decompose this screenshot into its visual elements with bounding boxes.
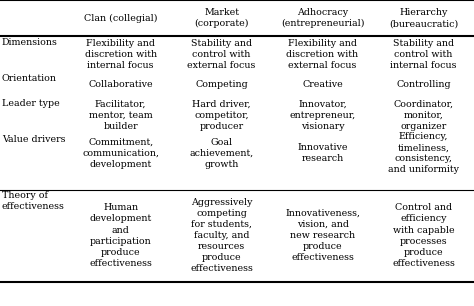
- Text: Commitment,
communication,
development: Commitment, communication, development: [82, 138, 159, 169]
- Text: Leader type: Leader type: [2, 99, 60, 108]
- Text: Adhocracy
(entrepreneurial): Adhocracy (entrepreneurial): [281, 8, 365, 28]
- Text: Dimensions: Dimensions: [2, 38, 58, 47]
- Text: Theory of
effectiveness: Theory of effectiveness: [2, 191, 65, 211]
- Text: Hierarchy
(bureaucratic): Hierarchy (bureaucratic): [389, 8, 458, 28]
- Text: Efficiency,
timeliness,
consistency,
and uniformity: Efficiency, timeliness, consistency, and…: [388, 132, 459, 174]
- Text: Facilitator,
mentor, team
builder: Facilitator, mentor, team builder: [89, 100, 153, 131]
- Text: Market
(corporate): Market (corporate): [194, 8, 249, 28]
- Text: Stability and
control with
external focus: Stability and control with external focu…: [187, 39, 256, 70]
- Text: Innovator,
entrepreneur,
visionary: Innovator, entrepreneur, visionary: [290, 100, 356, 131]
- Text: Coordinator,
monitor,
organizer: Coordinator, monitor, organizer: [393, 100, 454, 131]
- Text: Creative: Creative: [302, 80, 343, 89]
- Text: Collaborative: Collaborative: [88, 80, 153, 89]
- Text: Innovative
research: Innovative research: [297, 143, 348, 163]
- Text: Stability and
control with
internal focus: Stability and control with internal focu…: [390, 39, 457, 70]
- Text: Competing: Competing: [195, 80, 248, 89]
- Text: Human
development
and
participation
produce
effectiveness: Human development and participation prod…: [89, 203, 152, 268]
- Text: Orientation: Orientation: [2, 74, 57, 83]
- Text: Hard driver,
competitor,
producer: Hard driver, competitor, producer: [192, 100, 251, 131]
- Text: Innovativeness,
vision, and
new research
produce
effectiveness: Innovativeness, vision, and new research…: [285, 209, 360, 262]
- Text: Clan (collegial): Clan (collegial): [84, 13, 157, 23]
- Text: Flexibility and
discretion with
internal focus: Flexibility and discretion with internal…: [84, 39, 157, 70]
- Text: Controlling: Controlling: [396, 80, 451, 89]
- Text: Goal
achievement,
growth: Goal achievement, growth: [190, 138, 254, 169]
- Text: Aggressively
competing
for students,
faculty, and
resources
produce
effectivenes: Aggressively competing for students, fac…: [190, 198, 253, 274]
- Text: Value drivers: Value drivers: [2, 135, 65, 144]
- Text: Control and
efficiency
with capable
processes
produce
effectiveness: Control and efficiency with capable proc…: [392, 203, 455, 268]
- Text: Flexibility and
discretion with
external focus: Flexibility and discretion with external…: [286, 39, 359, 70]
